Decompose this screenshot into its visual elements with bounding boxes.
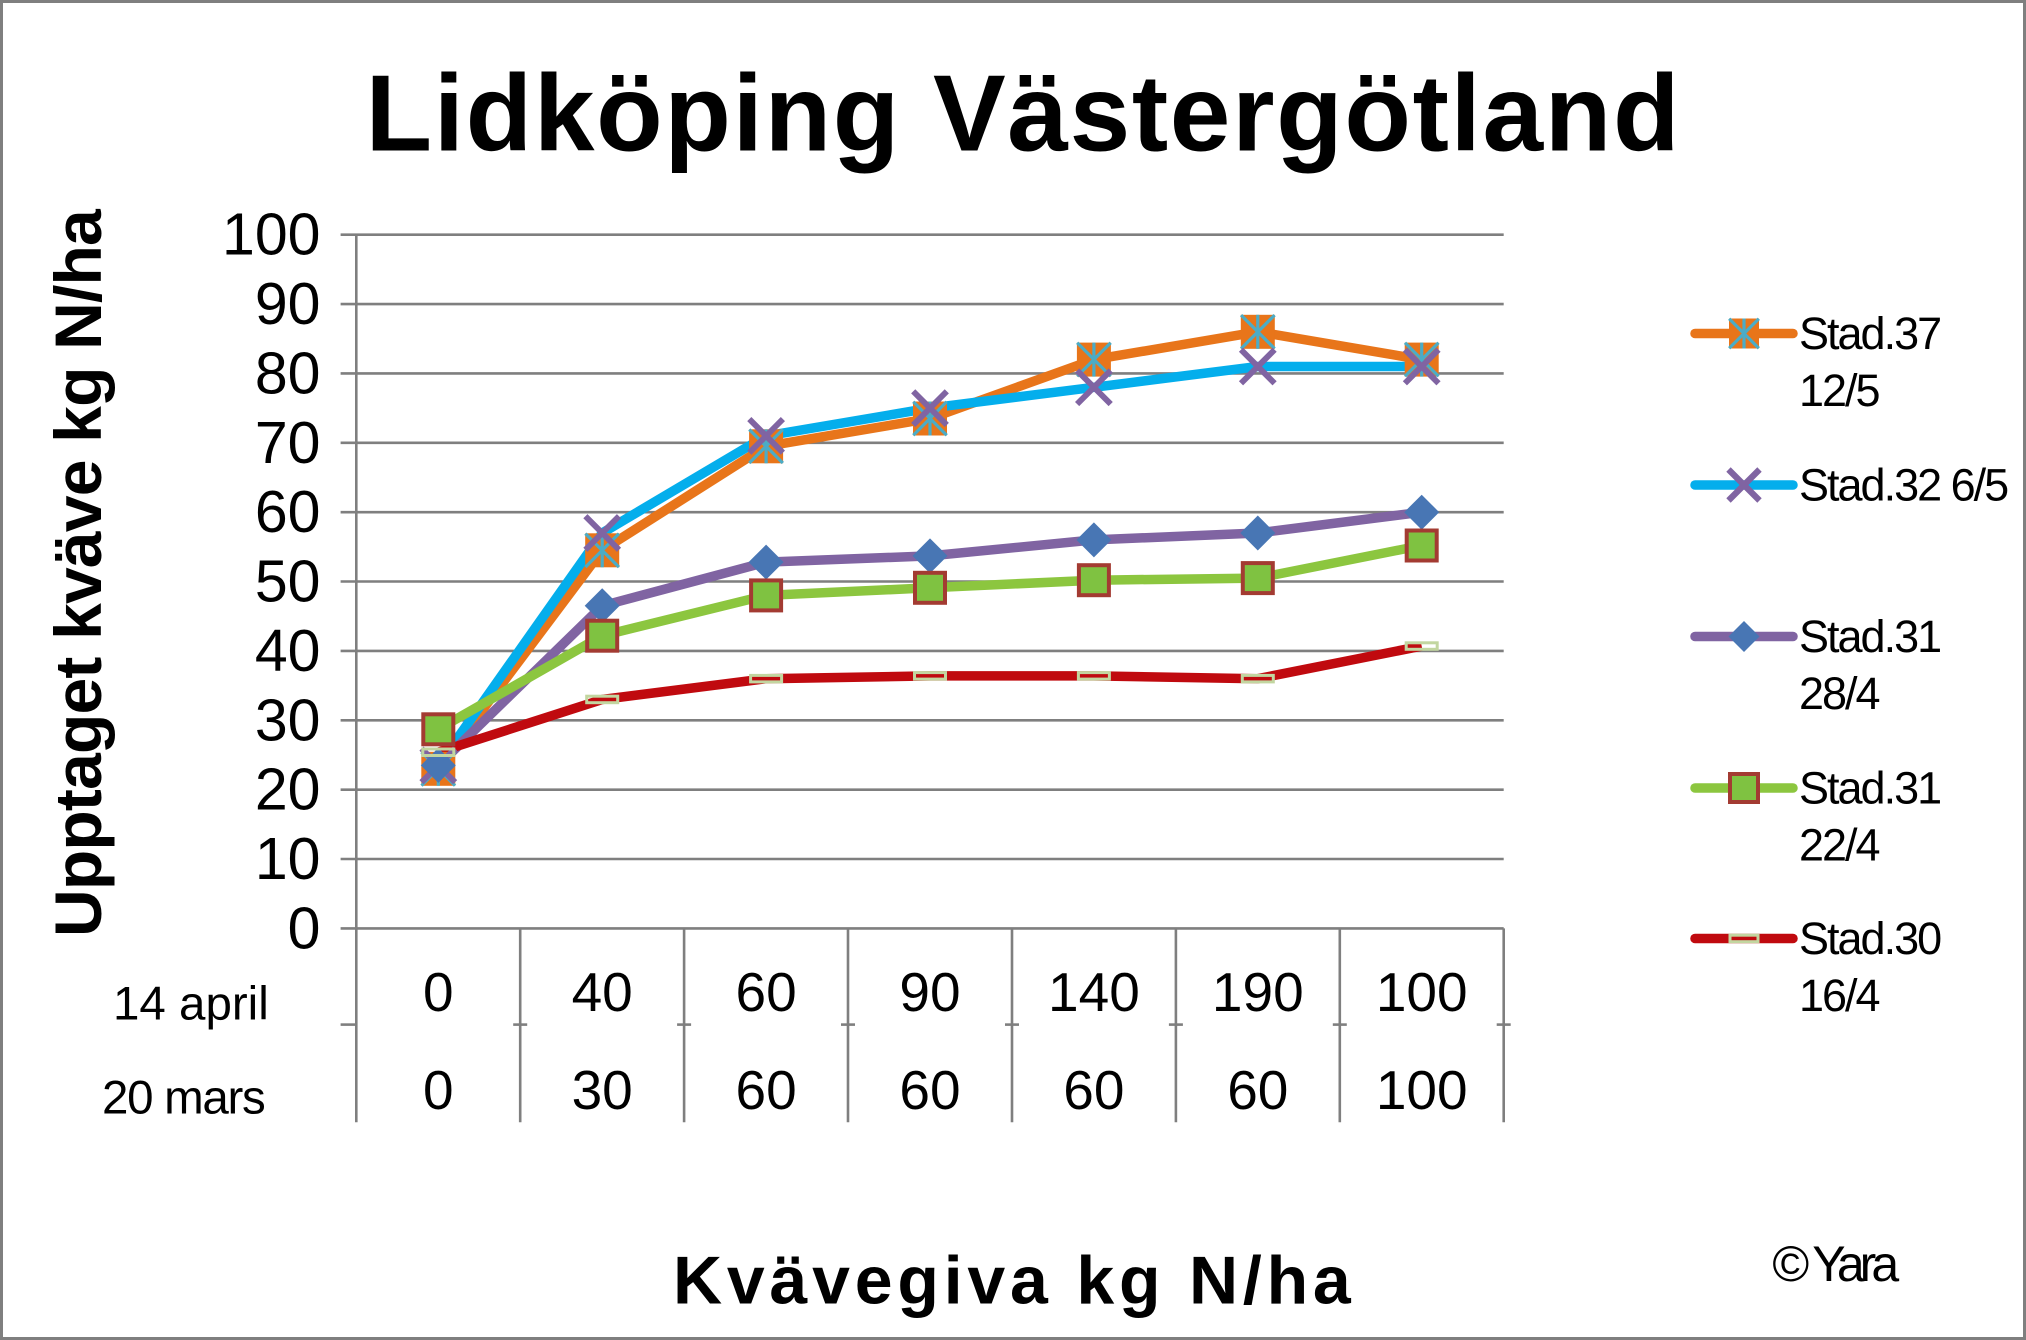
svg-text:20 mars: 20 mars (102, 1072, 265, 1125)
svg-text:30: 30 (255, 687, 321, 753)
svg-text:60: 60 (736, 1059, 797, 1121)
svg-text:0: 0 (423, 961, 454, 1023)
svg-text:60: 60 (1227, 1059, 1288, 1121)
svg-text:Upptaget kväve kg N/ha: Upptaget kväve kg N/ha (41, 208, 115, 937)
svg-text:Stad.31: Stad.31 (1799, 611, 1940, 662)
svg-text:50: 50 (255, 549, 321, 615)
svg-text:© Yara: © Yara (1772, 1236, 1899, 1292)
svg-text:60: 60 (255, 479, 321, 545)
svg-text:Stad.32 6/5: Stad.32 6/5 (1799, 460, 2008, 511)
svg-text:190: 190 (1212, 961, 1304, 1023)
svg-text:Lidköping Västergötland: Lidköping Västergötland (366, 53, 1682, 175)
svg-text:10: 10 (255, 826, 321, 892)
svg-text:14 april: 14 april (113, 978, 269, 1031)
svg-text:28/4: 28/4 (1799, 668, 1880, 719)
svg-text:40: 40 (572, 961, 633, 1023)
svg-text:100: 100 (1376, 961, 1468, 1023)
svg-text:100: 100 (222, 202, 320, 268)
svg-text:60: 60 (1063, 1059, 1124, 1121)
svg-text:0: 0 (288, 895, 321, 961)
svg-text:Stad.31: Stad.31 (1799, 763, 1940, 814)
svg-text:0: 0 (423, 1059, 454, 1121)
svg-text:140: 140 (1048, 961, 1140, 1023)
svg-text:90: 90 (899, 961, 960, 1023)
svg-text:20: 20 (255, 757, 321, 823)
svg-text:40: 40 (255, 618, 321, 684)
svg-text:12/5: 12/5 (1799, 365, 1880, 416)
svg-text:60: 60 (899, 1059, 960, 1121)
svg-text:70: 70 (255, 410, 321, 476)
svg-text:80: 80 (255, 340, 321, 406)
svg-text:Stad.37: Stad.37 (1799, 308, 1940, 359)
svg-text:16/4: 16/4 (1799, 970, 1880, 1021)
svg-text:22/4: 22/4 (1799, 820, 1880, 871)
svg-text:30: 30 (572, 1059, 633, 1121)
svg-text:Kvävegiva kg N/ha: Kvävegiva kg N/ha (673, 1243, 1356, 1319)
svg-text:90: 90 (255, 271, 321, 337)
svg-text:Stad.30: Stad.30 (1799, 913, 1941, 964)
svg-text:60: 60 (736, 961, 797, 1023)
svg-text:100: 100 (1376, 1059, 1468, 1121)
